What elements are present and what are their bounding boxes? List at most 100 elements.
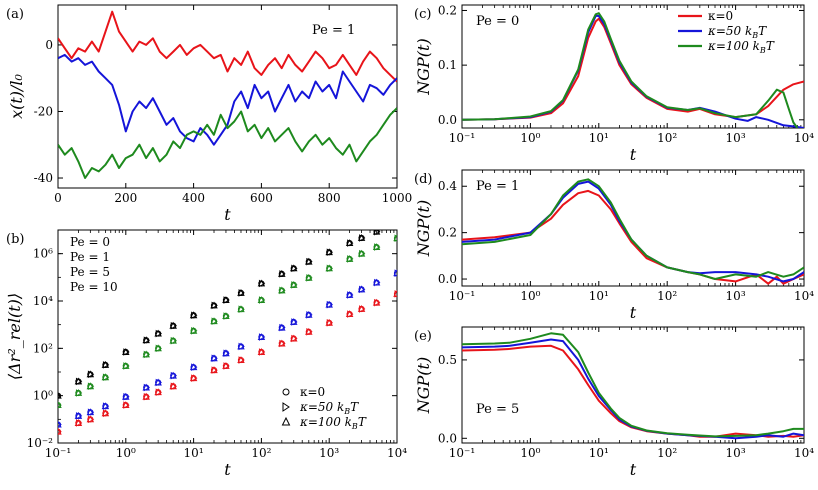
legend-marker-triangle-up	[281, 416, 291, 426]
marker-triangle-up	[393, 234, 397, 242]
marker-triangle-up	[305, 327, 313, 335]
marker-triangle-up	[305, 273, 313, 281]
x-tick-label: 10⁴	[794, 131, 814, 145]
marker-triangle-up	[372, 278, 381, 286]
marker-triangle-up	[154, 378, 162, 386]
y-tick-label: 10⁰	[33, 389, 53, 403]
panel-c: 10⁻¹ 10⁰ 10¹ 10² 10³ 10⁴ 0.0 0.1 0.2 (c) t Pe = 0 NG…	[414, 3, 814, 164]
y-tick-label: 0.0	[438, 272, 457, 286]
marker-triangle-up	[169, 382, 177, 390]
x-axis-label: t	[224, 460, 231, 479]
marker-triangle-up	[289, 334, 298, 342]
x-tick-label: 10²	[657, 289, 677, 303]
marker-triangle-up	[101, 373, 110, 381]
marker-triangle-up	[169, 371, 177, 379]
y-tick-label: 0.4	[438, 179, 457, 193]
pe-annotation: Pe = 1	[312, 23, 355, 38]
marker-triangle-up	[122, 362, 130, 369]
pe-legend-entry: Pe = 0	[70, 235, 110, 249]
start: κ=0	[708, 9, 733, 23]
series-group	[462, 12, 804, 128]
x-axis-label: t	[630, 303, 637, 322]
x-tick-label: 10¹	[589, 446, 609, 460]
series-group	[58, 10, 397, 179]
marker-triangle-up	[86, 415, 95, 423]
x-tick-label: 200	[114, 191, 137, 205]
marker-triangle-up	[357, 285, 366, 293]
marker-triangle-up	[142, 383, 150, 391]
x-tick-label: 10⁻¹	[45, 446, 71, 460]
y-tick-label: 0.2	[438, 226, 457, 240]
y-tick-label: 0.0	[438, 431, 457, 445]
panel-label: (b)	[6, 232, 24, 247]
x-tick-label: 800	[318, 191, 341, 205]
x-tick-label: 10²	[657, 446, 677, 460]
marker-triangle-up	[122, 392, 130, 400]
series-group	[462, 178, 804, 285]
marker-triangle-up	[222, 349, 230, 357]
marker-triangle-up	[325, 300, 333, 308]
marker-triangle-up	[345, 310, 354, 318]
marker-triangle-up	[142, 336, 150, 344]
series-line-0	[462, 344, 804, 438]
marker-triangle-up	[58, 427, 62, 435]
pe-legend-entry: Pe = 10	[70, 280, 118, 294]
plot-frame	[461, 326, 805, 444]
x-tick-label: 10²	[657, 131, 677, 145]
marker-triangle-up	[122, 348, 130, 355]
marker-triangle-up	[357, 305, 366, 312]
marker-triangle-up	[325, 264, 333, 272]
x-tick-label: 0	[54, 191, 62, 205]
marker-triangle-up	[278, 323, 286, 331]
y-tick-label: 0.1	[438, 58, 457, 72]
legend-marker-triangle-right	[282, 402, 290, 412]
marker-triangle-up	[357, 249, 366, 257]
marker-triangle-up	[169, 321, 177, 329]
x-tick-label: 10¹	[589, 289, 609, 303]
series-line-2	[462, 332, 804, 438]
x-tick-label: 600	[250, 191, 273, 205]
plot-frame	[57, 229, 398, 444]
marker-triangle-up	[86, 370, 95, 378]
y-tick-label: 0.0	[438, 113, 457, 127]
marker-circle	[394, 220, 399, 225]
marker-triangle-up	[101, 402, 110, 410]
x-tick-label: 10⁻¹	[449, 446, 475, 460]
marker-triangle-up	[189, 374, 198, 382]
marker-triangle-up	[169, 336, 177, 344]
y-tick-label: 10⁶	[33, 247, 53, 261]
marker-triangle-up	[372, 298, 381, 306]
marker-triangle-up	[278, 286, 286, 294]
panel-label: (c)	[414, 7, 431, 22]
marker-triangle-up	[142, 350, 150, 358]
series-line-0	[58, 10, 397, 83]
marker-triangle-up	[257, 279, 266, 287]
series-line-1	[462, 180, 804, 283]
y-axis-label: NGP(t)	[414, 200, 433, 257]
marker-triangle-up	[289, 264, 298, 272]
y-tick-label: 10⁴	[33, 294, 53, 308]
y-tick-label: 0.2	[438, 3, 457, 17]
marker-triangle-up	[142, 392, 150, 400]
marker-triangle-up	[357, 234, 366, 241]
marker-triangle-up	[237, 305, 245, 313]
marker-triangle-up	[222, 362, 230, 369]
start: κ=0	[300, 385, 325, 399]
panel-label: (e)	[414, 329, 432, 344]
y-tick-label: 10⁻²	[27, 436, 54, 450]
marker-triangle-up	[325, 248, 333, 256]
marker-triangle-up	[237, 288, 245, 296]
marker-triangle-up	[278, 339, 286, 347]
marker-triangle-up	[257, 296, 266, 303]
y-axis-label: x(t)/l₀	[7, 73, 26, 118]
x-tick-label: 10⁻¹	[449, 131, 475, 145]
marker-triangle-up	[58, 391, 62, 399]
marker-triangle-up	[257, 333, 266, 340]
y-tick-label: -40	[34, 171, 53, 185]
x-axis-label: t	[630, 145, 637, 164]
marker-triangle-up	[345, 291, 354, 298]
plot-frame	[57, 4, 398, 189]
series-line-2	[462, 178, 804, 280]
marker-triangle-up	[372, 230, 381, 235]
start: κ=100 kBT	[707, 39, 775, 55]
